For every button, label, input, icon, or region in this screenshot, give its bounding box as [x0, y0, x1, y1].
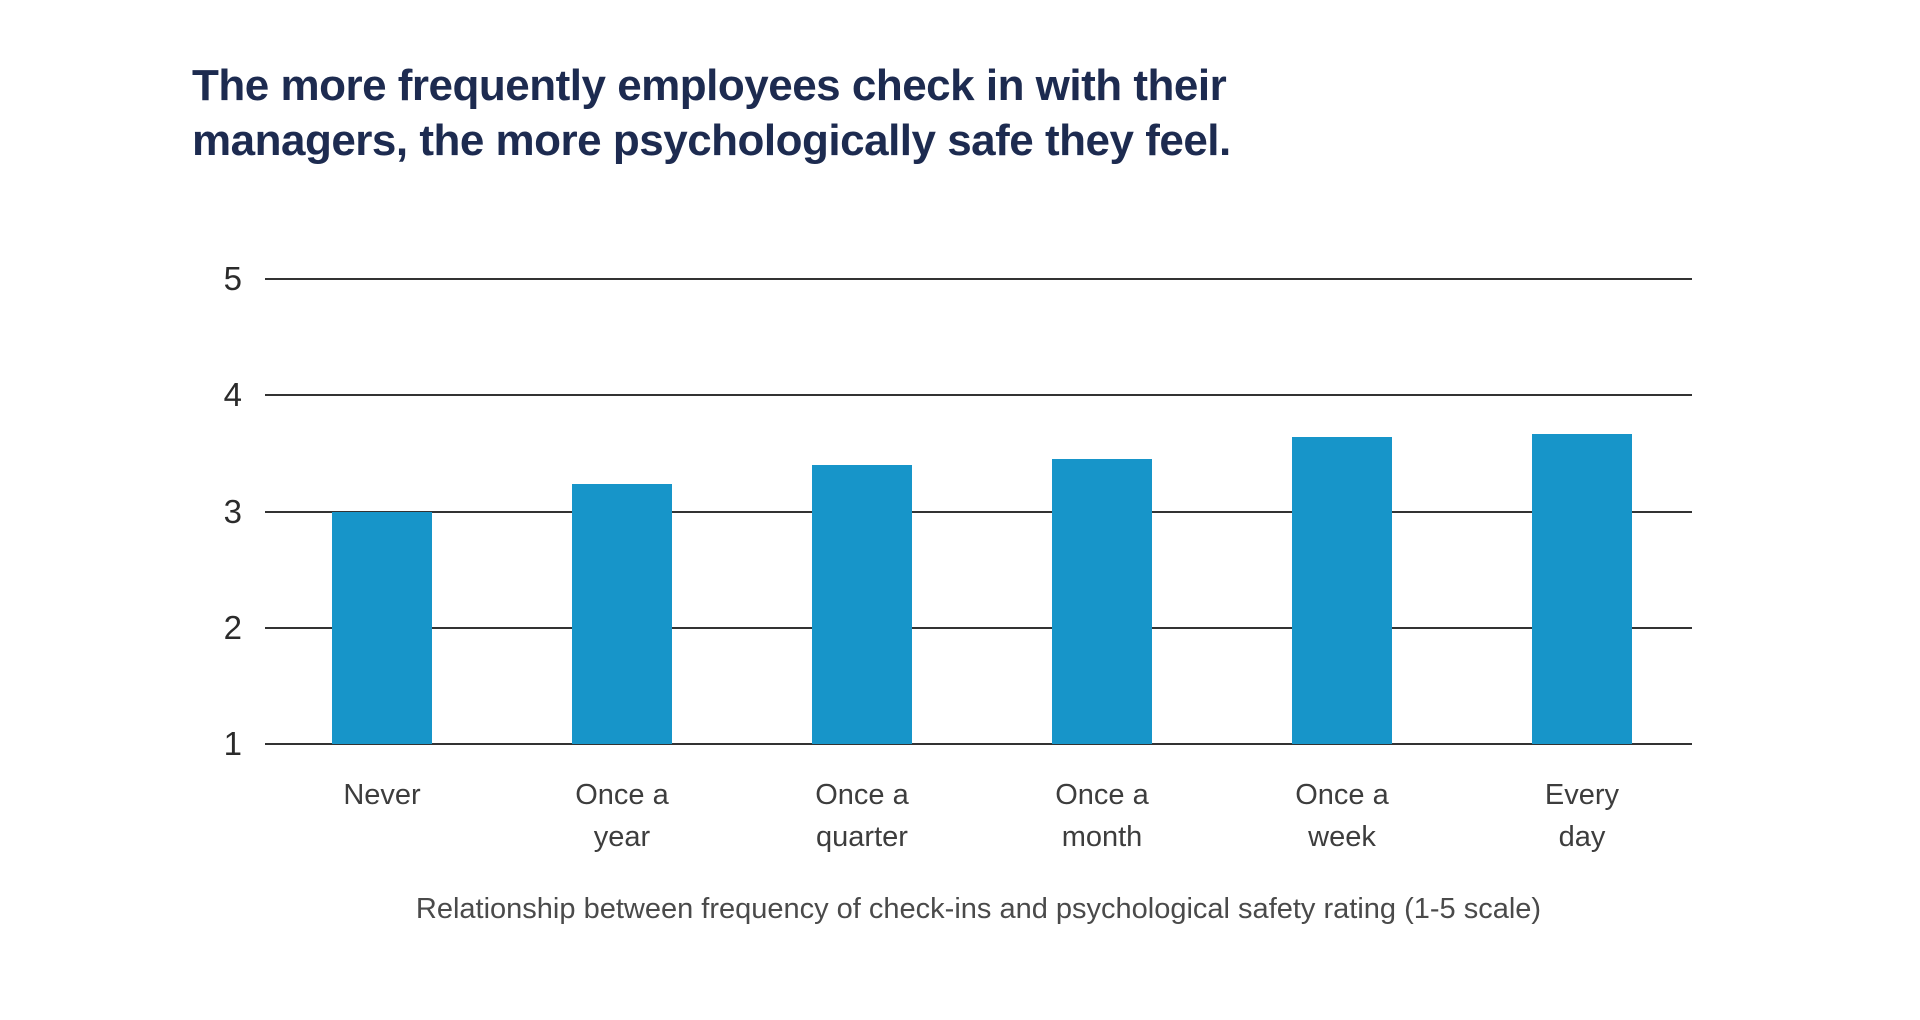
y-tick-label-5: 5 — [223, 260, 242, 297]
chart-title-line-1: The more frequently employees check in w… — [192, 61, 1227, 110]
gridline-1 — [265, 743, 1692, 745]
gridline-3 — [265, 510, 1692, 513]
bar-every-day — [1532, 433, 1632, 744]
x-label-once-a-month: Once a month — [1055, 779, 1149, 853]
bar-once-a-month — [1052, 459, 1152, 744]
plot-area: 1 2 3 4 5 Never Once a year Once a quarter Once… — [224, 260, 1692, 853]
x-label-every-day: Every day — [1544, 779, 1620, 853]
bar-once-a-year — [572, 483, 672, 744]
x-label-never: Never — [343, 779, 421, 811]
chart-title-line-2: managers, the more psychologically safe … — [192, 116, 1231, 165]
gridline-4 — [265, 394, 1692, 397]
bar-once-a-quarter — [812, 465, 912, 744]
x-label-once-a-quarter: Once a quarter — [815, 779, 909, 853]
bar-once-a-week — [1292, 437, 1392, 744]
gridline-2 — [265, 626, 1692, 629]
x-label-once-a-year: Once a year — [575, 779, 669, 853]
y-tick-label-1: 1 — [223, 725, 242, 762]
x-label-once-a-week: Once a week — [1295, 779, 1389, 853]
chart-title: The more frequently employees check in w… — [192, 58, 1231, 168]
y-tick-label-3: 3 — [223, 492, 242, 530]
axis-caption: Relationship between frequency of check-… — [415, 893, 1542, 925]
bar-never — [332, 511, 432, 744]
y-tick-label-4: 4 — [223, 376, 242, 414]
gridline-5 — [265, 278, 1692, 280]
y-tick-label-2: 2 — [223, 608, 242, 646]
